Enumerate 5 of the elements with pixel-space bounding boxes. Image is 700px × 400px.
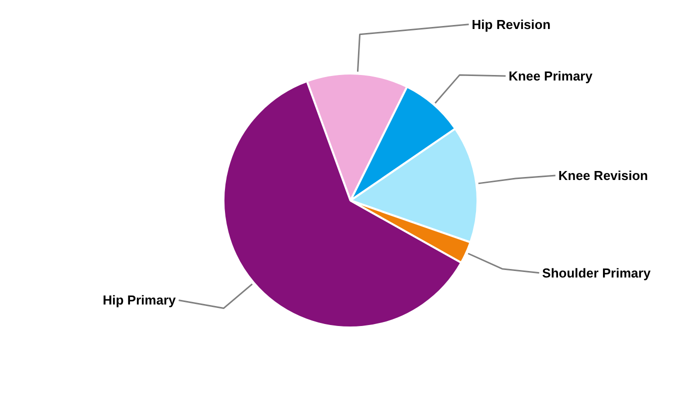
slice-label: Shoulder Primary xyxy=(542,265,652,280)
slice-label: Knee Revision xyxy=(558,168,648,183)
slice-label: Hip Primary xyxy=(102,292,176,308)
slice-label: Knee Primary xyxy=(508,68,594,84)
slice-label: Hip Revision xyxy=(472,16,551,32)
